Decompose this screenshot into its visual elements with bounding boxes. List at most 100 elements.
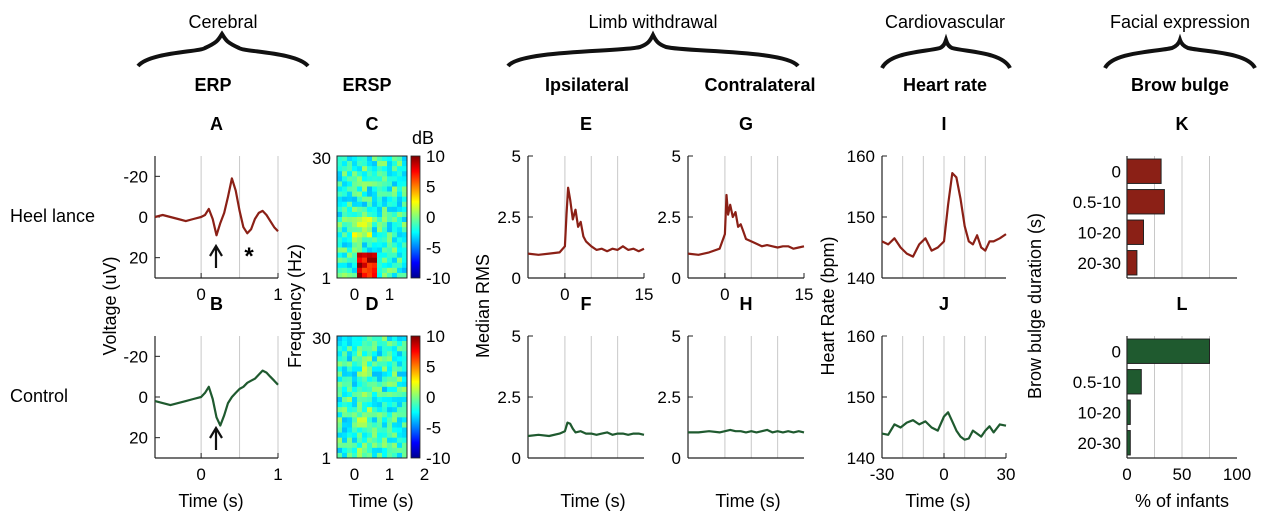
heatmap-cell bbox=[397, 432, 403, 438]
heatmap-cell bbox=[392, 161, 398, 167]
heatmap-cell bbox=[372, 232, 378, 238]
heatmap-cell bbox=[397, 186, 403, 192]
heatmap-cell bbox=[357, 391, 363, 398]
y-tick-label: 5 bbox=[672, 327, 681, 346]
heatmap-cell bbox=[357, 361, 363, 367]
heatmap-cell bbox=[397, 201, 403, 208]
heatmap-cell bbox=[402, 247, 408, 253]
heatmap-cell bbox=[347, 407, 353, 413]
heatmap-cell bbox=[357, 166, 363, 172]
heatmap-cell bbox=[397, 361, 403, 367]
category-label: 20-30 bbox=[1078, 254, 1121, 273]
heatmap-cell bbox=[362, 391, 368, 398]
heatmap-cell bbox=[382, 351, 388, 357]
heatmap-cell bbox=[397, 391, 403, 398]
heatmap-cell bbox=[337, 397, 343, 403]
heatmap-cell bbox=[347, 242, 353, 248]
heatmap-cell bbox=[362, 242, 368, 248]
heatmap-cell bbox=[357, 336, 363, 342]
heatmap-cell bbox=[347, 391, 353, 398]
x-tick-label: 1 bbox=[385, 465, 394, 484]
heatmap-cell bbox=[362, 252, 368, 258]
heatmap-cell bbox=[372, 351, 378, 357]
x-tick-label: 0 bbox=[1122, 465, 1131, 484]
y-tick-label: 0 bbox=[512, 449, 521, 468]
heatmap-cell bbox=[337, 161, 343, 167]
heatmap-cell bbox=[372, 206, 378, 213]
x-tick-label: 0 bbox=[196, 285, 205, 304]
heatmap-cell bbox=[372, 196, 378, 203]
heatmap-cell bbox=[342, 356, 348, 362]
heatmap-cell bbox=[362, 257, 368, 264]
heatmap-cell bbox=[352, 206, 358, 213]
heatmap-cell bbox=[352, 447, 358, 454]
heatmap-cell bbox=[397, 176, 403, 182]
y-tick-label: 160 bbox=[847, 327, 875, 346]
heatmap-cell bbox=[337, 381, 343, 388]
heatmap-cell bbox=[347, 432, 353, 438]
heatmap-cell bbox=[357, 242, 363, 248]
heatmap-cell bbox=[352, 361, 358, 367]
heatmap-cell bbox=[342, 272, 348, 279]
heatmap-cell bbox=[377, 237, 383, 243]
heatmap-cell bbox=[337, 217, 343, 223]
heatmap-cell bbox=[367, 237, 373, 243]
heatmap-cell bbox=[392, 397, 398, 403]
heatmap-cell bbox=[377, 447, 383, 454]
heatmap-cell bbox=[377, 427, 383, 433]
y-tick-label: 0 bbox=[139, 388, 148, 407]
heatmap-cell bbox=[387, 356, 393, 362]
heatmap-cell bbox=[402, 386, 408, 393]
heatmap-cell bbox=[402, 232, 408, 238]
heatmap-cell bbox=[352, 381, 358, 388]
x-tick-label: 30 bbox=[997, 465, 1016, 484]
heatmap-cell bbox=[367, 242, 373, 248]
heatmap-cell bbox=[392, 391, 398, 398]
heatmap-cell bbox=[372, 417, 378, 423]
heatmap-cell bbox=[397, 257, 403, 264]
heatmap-cell bbox=[357, 417, 363, 423]
heatmap-cell bbox=[392, 176, 398, 182]
heatmap-cell bbox=[362, 237, 368, 243]
heatmap-cell bbox=[347, 351, 353, 357]
series-line-j bbox=[881, 411, 1007, 441]
heatmap-cell bbox=[337, 196, 343, 203]
heatmap-cell bbox=[377, 391, 383, 398]
heatmap-cell bbox=[342, 181, 348, 187]
brace-limb-withdrawal bbox=[506, 30, 800, 68]
heatmap-cell bbox=[387, 222, 393, 228]
brow-x-axis-title: % of infants bbox=[1135, 491, 1229, 511]
heatmap-cell bbox=[362, 361, 368, 367]
heatmap-cell bbox=[402, 432, 408, 438]
heatmap-cell bbox=[402, 346, 408, 352]
x-tick-label: 0 bbox=[560, 285, 569, 304]
heatmap-frame bbox=[336, 335, 408, 459]
heatmap-cell bbox=[352, 356, 358, 362]
heatmap-cell bbox=[387, 391, 393, 398]
heatmap-cell bbox=[362, 181, 368, 187]
ersp-x-axis-title: Time (s) bbox=[348, 491, 413, 511]
heatmap-cell bbox=[382, 376, 388, 383]
heatmap-cell bbox=[357, 181, 363, 187]
heatmap-cell bbox=[362, 206, 368, 213]
heatmap-cell bbox=[382, 232, 388, 238]
heatmap-cell bbox=[372, 391, 378, 398]
heatmap-cell bbox=[342, 361, 348, 367]
heatmap-cell bbox=[402, 252, 408, 258]
heatmap-cell bbox=[372, 181, 378, 187]
heatmap-cell bbox=[362, 267, 368, 274]
heatmap-cell bbox=[392, 447, 398, 454]
heatmap-cell bbox=[372, 397, 378, 403]
heatmap-cell bbox=[377, 407, 383, 413]
heatmap-cell bbox=[402, 417, 408, 423]
heatmap-cell bbox=[387, 257, 393, 264]
heatmap-cell bbox=[402, 437, 408, 444]
heatmap-cell bbox=[392, 206, 398, 213]
heatmap-cell bbox=[352, 371, 358, 377]
heatmap-cell bbox=[337, 267, 343, 274]
heatmap-cell bbox=[382, 371, 388, 377]
heatmap-cell bbox=[372, 371, 378, 377]
panel-letter-a: A bbox=[210, 114, 223, 134]
y-tick-label: 0 bbox=[512, 269, 521, 288]
heatmap-cell bbox=[397, 166, 403, 172]
